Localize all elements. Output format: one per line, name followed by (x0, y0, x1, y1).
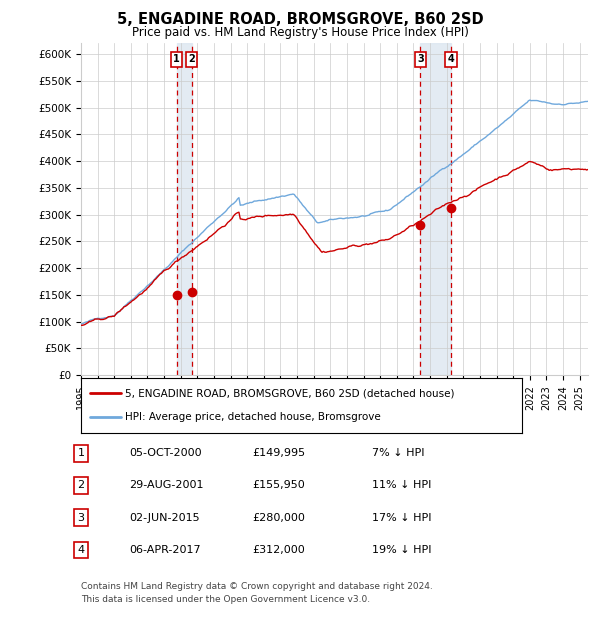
Text: HPI: Average price, detached house, Bromsgrove: HPI: Average price, detached house, Brom… (125, 412, 381, 422)
Text: 11% ↓ HPI: 11% ↓ HPI (372, 480, 431, 490)
Text: 7% ↓ HPI: 7% ↓ HPI (372, 448, 425, 458)
Text: 5, ENGADINE ROAD, BROMSGROVE, B60 2SD: 5, ENGADINE ROAD, BROMSGROVE, B60 2SD (116, 12, 484, 27)
Text: This data is licensed under the Open Government Licence v3.0.: This data is licensed under the Open Gov… (81, 595, 370, 604)
Text: 06-APR-2017: 06-APR-2017 (129, 545, 200, 555)
Text: 3: 3 (77, 513, 85, 523)
Text: 05-OCT-2000: 05-OCT-2000 (129, 448, 202, 458)
Text: 4: 4 (448, 55, 454, 64)
Text: Price paid vs. HM Land Registry's House Price Index (HPI): Price paid vs. HM Land Registry's House … (131, 26, 469, 39)
Text: 29-AUG-2001: 29-AUG-2001 (129, 480, 203, 490)
Text: 19% ↓ HPI: 19% ↓ HPI (372, 545, 431, 555)
Text: £280,000: £280,000 (252, 513, 305, 523)
Text: 2: 2 (188, 55, 195, 64)
Text: 17% ↓ HPI: 17% ↓ HPI (372, 513, 431, 523)
Text: 1: 1 (77, 448, 85, 458)
Text: £312,000: £312,000 (252, 545, 305, 555)
Text: 1: 1 (173, 55, 180, 64)
Text: Contains HM Land Registry data © Crown copyright and database right 2024.: Contains HM Land Registry data © Crown c… (81, 582, 433, 591)
Text: 5, ENGADINE ROAD, BROMSGROVE, B60 2SD (detached house): 5, ENGADINE ROAD, BROMSGROVE, B60 2SD (d… (125, 389, 455, 399)
Text: 3: 3 (417, 55, 424, 64)
Text: 4: 4 (77, 545, 85, 555)
Bar (176, 43, 191, 375)
Text: £155,950: £155,950 (252, 480, 305, 490)
Text: 02-JUN-2015: 02-JUN-2015 (129, 513, 200, 523)
Text: 2: 2 (77, 480, 85, 490)
Text: £149,995: £149,995 (252, 448, 305, 458)
Bar (421, 43, 451, 375)
